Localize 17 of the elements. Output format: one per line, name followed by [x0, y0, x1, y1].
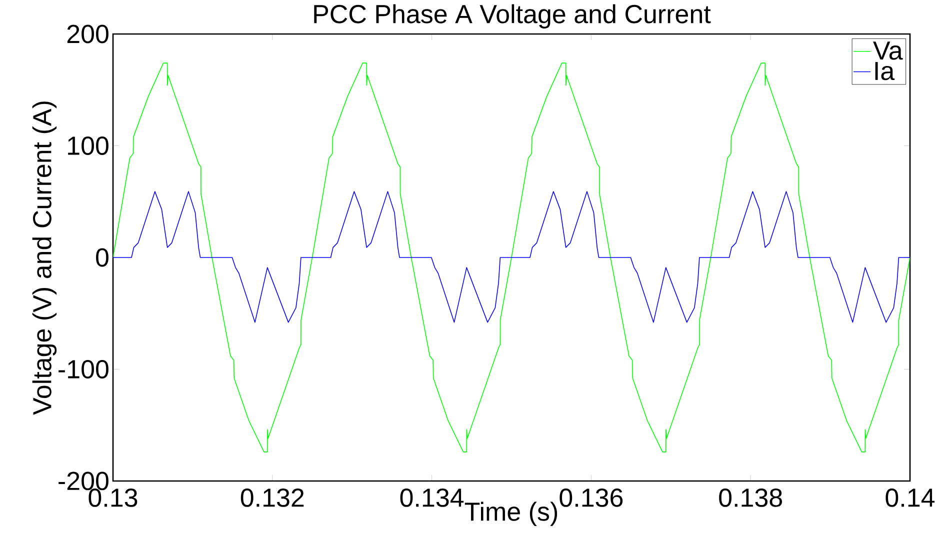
x-axis-title: Time (s) — [464, 502, 558, 526]
legend-label: Va — [873, 42, 903, 60]
x-tick-label: 0.132 — [240, 488, 304, 507]
y-tick-label: -200 — [58, 472, 108, 490]
x-tick-label: 0.13 — [88, 488, 138, 507]
y-tick-label: -100 — [58, 360, 108, 378]
x-tick-label: 0.14 — [886, 488, 935, 507]
line-series — [113, 62, 910, 452]
legend-label: Ia — [875, 62, 895, 80]
y-axis-title: Voltage (V) and Current (A) — [32, 102, 57, 415]
x-tick-label: 0.138 — [719, 488, 782, 507]
y-tick-label: 0 — [96, 248, 108, 267]
y-tick-label: 100 — [68, 136, 108, 155]
x-tick-label: 0.134 — [400, 488, 464, 507]
y-tick-label: 200 — [67, 24, 108, 44]
chart-title: PCC Phase A Voltage and Current — [314, 4, 711, 28]
x-tick-label: 0.136 — [560, 488, 623, 507]
